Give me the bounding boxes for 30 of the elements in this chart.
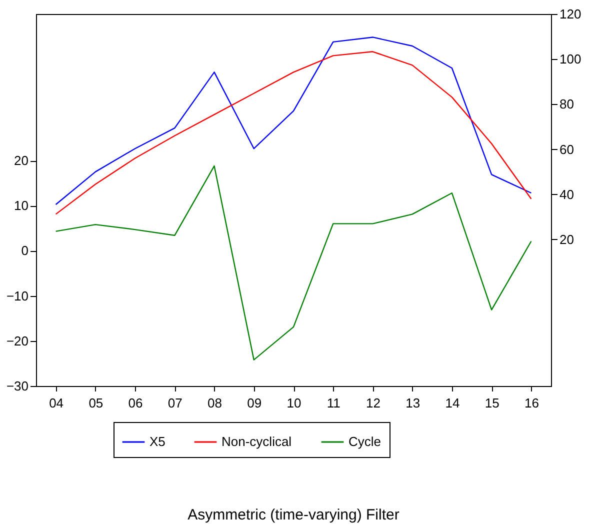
x-tick-label: 09 [247,396,262,410]
y2-tick-label: 20 [560,232,574,247]
y-tick-label: 0 [21,243,28,258]
x-tick-label: 04 [49,396,64,410]
y-tick-label: −10 [6,288,28,304]
y-tick-label: −30 [6,378,28,394]
y-tick-label: 20 [14,153,28,168]
x-tick-label: 14 [445,396,460,410]
legend-label: X5 [150,434,166,449]
y2-tick-label: 120 [560,6,582,22]
x-tick-label: 08 [208,396,222,410]
x-tick-label: 05 [88,396,104,410]
x-tick-label: 15 [484,396,500,410]
y-tick-label: −20 [6,333,28,348]
y-tick-label: 10 [14,198,28,214]
y2-tick-label: 100 [560,52,582,67]
y2-tick-label: 40 [560,186,574,202]
y2-tick-label: 60 [560,142,574,157]
x-tick-label: 13 [406,396,420,410]
text: Asymmetric (time-varying) Filter [188,506,400,524]
x-tick-label: 16 [524,396,539,410]
line-series [55,165,532,360]
x-tick-label: 07 [168,396,182,410]
x-tick-label: 06 [128,396,143,410]
x-tick-label: 10 [286,396,302,410]
x-tick-label: 12 [366,396,380,410]
y2-tick-label: 80 [560,96,574,112]
legend-label: Non-cyclical [222,434,292,449]
legend-label: Cycle [348,434,382,449]
x-tick-label: 11 [326,396,340,410]
